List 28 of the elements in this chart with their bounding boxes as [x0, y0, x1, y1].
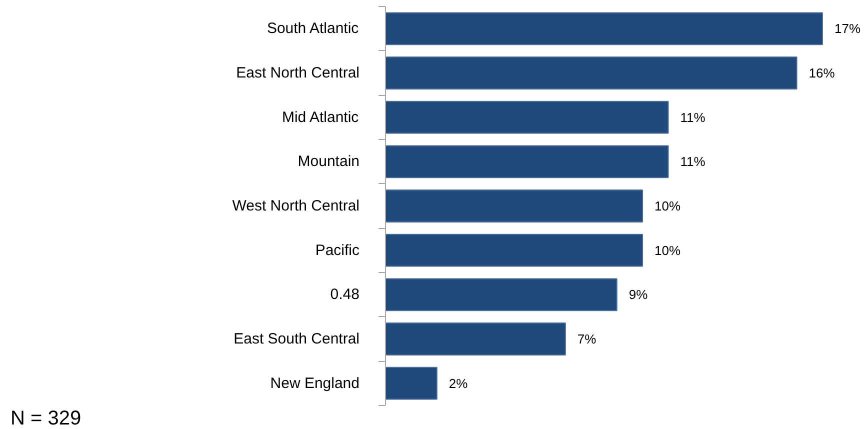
bar — [386, 145, 669, 178]
data-label: 10% — [654, 242, 682, 258]
data-label: 7% — [577, 332, 597, 346]
y-tick-label: Mountain — [298, 153, 360, 170]
bar — [386, 278, 618, 312]
bar — [386, 190, 644, 222]
y-tick-label: East South Central — [234, 330, 360, 348]
bar — [386, 322, 566, 356]
y-tick-label: 0.48 — [330, 286, 360, 304]
bar — [386, 12, 823, 46]
y-tick-label: New England — [270, 374, 360, 392]
bar — [386, 234, 644, 267]
y-tick-label: East North Central — [236, 64, 360, 82]
data-label: 2% — [448, 376, 468, 391]
y-tick-label: South Atlantic — [266, 20, 360, 38]
data-label: 17% — [834, 21, 861, 36]
y-tick-label: West North Central — [232, 198, 360, 214]
bar — [386, 366, 438, 400]
text: N = 329 — [10, 408, 82, 429]
data-label: 9% — [628, 287, 648, 302]
data-label: 10% — [654, 198, 682, 214]
bar — [386, 100, 669, 134]
data-label: 11% — [680, 154, 706, 170]
y-tick-label: Pacific — [315, 242, 360, 259]
data-label: 16% — [808, 66, 836, 80]
y-tick-label: Mid Atlantic — [282, 108, 360, 126]
data-label: 11% — [680, 110, 706, 125]
bar — [386, 56, 798, 90]
